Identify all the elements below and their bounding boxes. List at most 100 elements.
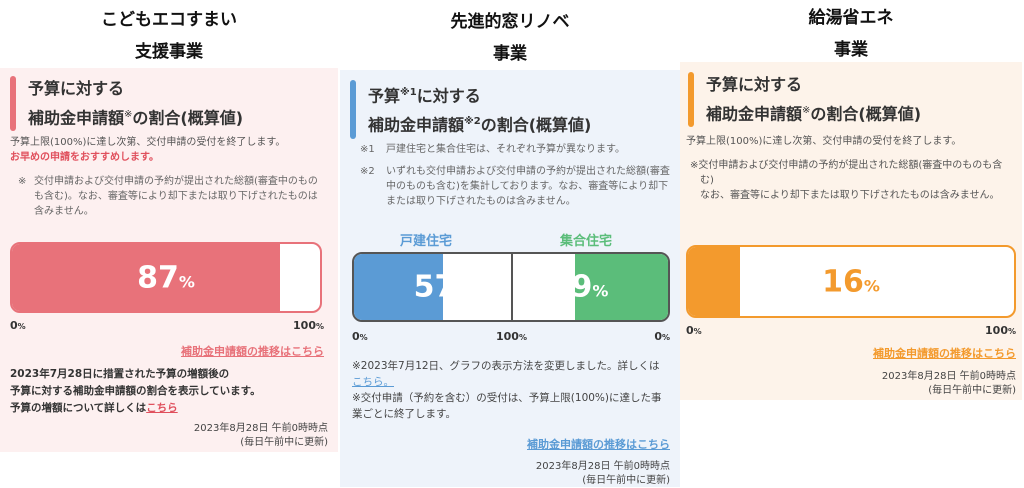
title-line: 事業 <box>493 44 527 64</box>
remark-text: ※2023年7月12日、グラフの表示方法を変更しました。詳しくは <box>352 360 660 372</box>
axis-unit: % <box>359 333 368 342</box>
updated-time: 2023年8月28日 午前0時時点 <box>535 461 670 472</box>
title-line: こどもエコすまい <box>101 10 237 30</box>
update-info: 2023年8月28日 午前0時時点 (毎日午前中に更新) <box>536 460 670 488</box>
heading-text: の割合(概算値) <box>810 104 922 124</box>
note-line: 予算に対する補助金申請額の割合を表示しています。 <box>10 385 261 397</box>
progress-fill <box>12 244 280 311</box>
program-title: 給湯省エネ 事業 <box>680 2 1022 66</box>
progress-fill <box>688 247 741 316</box>
title-line: 先進的窓リノベ <box>450 12 570 32</box>
percent-number: 87 <box>137 260 179 295</box>
percent-unit: % <box>863 276 880 295</box>
percent-number: 59 <box>550 269 593 305</box>
note-line: 予算の増額について詳しくは <box>10 402 147 414</box>
axis-unit: % <box>1007 327 1016 336</box>
remark-1: ※2023年7月12日、グラフの表示方法を変更しました。詳しくはこちら。 <box>352 358 670 390</box>
axis-unit: % <box>693 327 702 336</box>
axis-value: 100 <box>496 330 519 343</box>
footnote-mark: ※2 <box>464 116 481 128</box>
footnote-text: 戸建住宅と集合住宅は、それぞれ予算が異なります。 <box>386 144 625 155</box>
heading-line: 予算に対する <box>706 75 803 94</box>
program-title: こどもエコすまい 支援事業 <box>0 4 338 68</box>
kodomo-eco-panel: 予算に対する 補助金申請額※の割合(概算値) 予算上限(100%)に達し次第、交… <box>0 68 338 452</box>
percent-value: 87% <box>12 260 320 295</box>
axis-value: 100 <box>293 319 316 332</box>
progress-bar: 16% <box>686 245 1016 318</box>
axis-unit: % <box>518 333 527 342</box>
detached-house-label: 戸建住宅 <box>400 234 453 249</box>
urge-note: お早めの申請をおすすめします。 <box>10 152 159 163</box>
panel-heading: 予算※1に対する 補助金申請額※2の割合(概算値) <box>350 80 591 139</box>
heading-text: 補助金申請額 <box>706 104 803 124</box>
program-title: 先進的窓リノベ 事業 <box>340 6 680 70</box>
updated-time: 2023年8月28日 午前0時時点 <box>193 423 328 434</box>
axis-unit: % <box>661 333 670 342</box>
title-line: 事業 <box>834 40 868 60</box>
footnote-text: いずれも交付申請および交付申請の予約が提出された総額(審査中のものも含む)を集計… <box>386 166 670 207</box>
footnote-continued: なお、審査等により却下または取り下げされたものは含みません。 <box>700 190 1000 201</box>
budget-note: 予算上限(100%)に達し次第、交付申請の受付を終了します。 <box>686 136 962 147</box>
accent-bar <box>688 72 694 128</box>
footnote-mark: ※ <box>124 109 133 120</box>
dual-progress-bar: 57% 59% <box>352 252 670 322</box>
heading-text: 補助金申請額 <box>28 108 125 128</box>
percent-number: 57 <box>413 269 456 305</box>
title-line: 給湯省エネ <box>808 8 894 28</box>
axis-min: 0% <box>10 319 26 332</box>
details-link[interactable]: こちら <box>146 402 178 414</box>
axis-unit: % <box>17 322 26 331</box>
footnote-mark: ※ <box>802 105 811 116</box>
axis-unit: % <box>315 322 324 331</box>
footnote: ※ 交付申請および交付申請の予約が提出された総額(審査中のものも含む)。なお、審査… <box>18 174 318 219</box>
remark-2: ※交付申請（予約を含む）の受付は、予算上限(100%)に達した事業ごとに終了しま… <box>352 392 662 420</box>
footnote-mark: ※1 <box>400 87 417 98</box>
apartment-label: 集合住宅 <box>560 234 613 249</box>
percent-value: 16% <box>688 264 1014 299</box>
trend-link[interactable]: 補助金申請額の推移はこちら <box>181 345 324 358</box>
axis-value: 0 <box>352 330 360 343</box>
update-info: 2023年8月28日 午前0時時点 (毎日午前中に更新) <box>882 370 1016 398</box>
footnote-mark: ※ <box>18 176 27 187</box>
percent-unit: % <box>178 272 195 291</box>
heading-text: 補助金申請額 <box>368 115 465 135</box>
axis-max: 100% <box>293 319 324 332</box>
axis-value: 0 <box>654 330 662 343</box>
title-line: 支援事業 <box>135 42 203 62</box>
footnote-1: ※1 戸建住宅と集合住宅は、それぞれ予算が異なります。 <box>360 142 672 157</box>
percent-number: 16 <box>822 264 864 299</box>
heading-line: 補助金申請額※2の割合(概算値) <box>368 109 591 138</box>
footnote-2: ※2 いずれも交付申請および交付申請の予約が提出された総額(審査中のものも含む)を… <box>360 164 672 209</box>
percent-unit: % <box>592 281 609 301</box>
accent-bar <box>350 80 356 139</box>
update-info: 2023年8月28日 午前0時時点 (毎日午前中に更新) <box>194 422 328 450</box>
trend-link[interactable]: 補助金申請額の推移はこちら <box>527 438 670 451</box>
footnote: ※交付申請および交付申請の予約が提出された総額(審査中のものも含む) <box>690 160 1003 186</box>
heading-line: 予算※1に対する <box>368 80 591 109</box>
panel-heading: 予算に対する 補助金申請額※の割合(概算値) <box>688 72 922 128</box>
window-renovation-panel: 予算※1に対する 補助金申請額※2の割合(概算値) ※1 戸建住宅と集合住宅は、そ… <box>340 70 680 487</box>
apartment-fill <box>575 254 668 320</box>
percent-unit: % <box>455 281 472 301</box>
heading-text: の割合(概算値) <box>132 108 244 128</box>
footnote-text: 交付申請および交付申請の予約が提出された総額(審査中のものも含む)。なお、審査等… <box>34 176 318 217</box>
detached-percent: 57% <box>354 270 511 305</box>
footnote-mark: ※1 <box>360 144 375 155</box>
axis-min: 0% <box>686 324 702 337</box>
update-note: (毎日午前中に更新) <box>240 437 328 448</box>
heading-line: 補助金申請額※の割合(概算値) <box>28 102 243 131</box>
footnote-mark: ※2 <box>360 166 375 177</box>
updated-time: 2023年8月28日 午前0時時点 <box>881 371 1016 382</box>
accent-bar <box>10 76 16 132</box>
trend-link[interactable]: 補助金申請額の推移はこちら <box>873 347 1016 360</box>
details-link[interactable]: こちら。 <box>352 376 394 388</box>
note-line: 2023年7月28日に措置された予算の増額後の <box>10 368 230 380</box>
axis-value: 0 <box>10 319 18 332</box>
apartment-percent: 59% <box>511 270 668 305</box>
axis-max: 100% <box>985 324 1016 337</box>
center-divider <box>511 254 513 320</box>
heading-text: 予算 <box>368 86 401 106</box>
heading-text: に対する <box>416 86 481 106</box>
progress-bar: 87% <box>10 242 322 313</box>
update-note: (毎日午前中に更新) <box>582 475 670 486</box>
